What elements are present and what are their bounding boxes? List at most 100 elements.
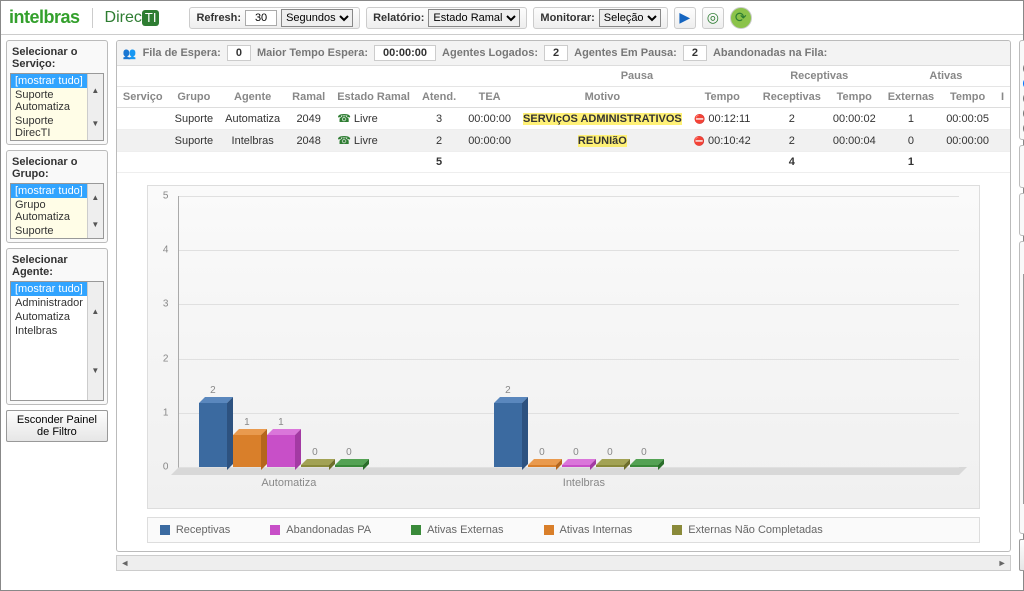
list-item[interactable]: Suporte Automatiza — [11, 88, 87, 114]
col-header[interactable]: Estado Ramal — [331, 87, 416, 108]
table-row[interactable]: SuporteIntelbras2048Livre200:00:00REUNIã… — [117, 130, 1010, 152]
table-row[interactable]: SuporteAutomatiza2049Livre300:00:00SERVI… — [117, 108, 1010, 130]
agente-list[interactable]: [mostrar tudo]AdministradorAutomatizaInt… — [11, 282, 87, 372]
list-item[interactable]: Grupo Automatiza — [11, 198, 87, 224]
chart-bar: 0 — [301, 465, 329, 467]
col-group: Pausa — [517, 66, 757, 87]
monitorar-group: Monitorar: Seleção — [533, 7, 667, 29]
monitorar-label: Monitorar: — [540, 12, 594, 24]
chart-bar: 0 — [528, 465, 556, 467]
relatorio-select[interactable]: Estado Ramal — [428, 9, 520, 27]
chart-zone: 01234521100Automatiza20000Intelbras Rece… — [117, 173, 1010, 551]
refresh-icon[interactable]: ⟳ — [730, 7, 752, 29]
stat-label: Fila de Espera: — [143, 47, 221, 59]
top-toolbar: intelbras DirecTI Refresh: Segundos Rela… — [1, 1, 1023, 35]
list-item[interactable]: [mostrar tudo] — [11, 184, 87, 198]
monitorar-select[interactable]: Seleção — [599, 9, 661, 27]
col-header[interactable]: Tempo — [940, 87, 995, 108]
list-item[interactable]: Intelbras — [11, 324, 87, 338]
agente-title: Selecionar Agente: — [10, 252, 104, 281]
list-item[interactable]: Suporte DirecTI — [11, 114, 87, 140]
chart-bar: 1 — [267, 435, 295, 467]
relatorio-label: Relatório: — [373, 12, 424, 24]
stat-label: Agentes Em Pausa: — [574, 47, 677, 59]
globe-icon[interactable]: ◎ — [702, 7, 724, 29]
chart-bar: 2 — [199, 403, 227, 467]
divider — [92, 8, 93, 28]
legend-item: Receptivas — [160, 524, 230, 536]
logo-directi: DirecTI — [105, 9, 160, 27]
legend-item: Abandonadas PA — [270, 524, 371, 536]
refresh-unit-select[interactable]: Segundos — [281, 9, 353, 27]
grupo-panel: Selecionar o Grupo: [mostrar tudo]Grupo … — [6, 150, 108, 243]
grupo-title: Selecionar o Grupo: — [10, 154, 104, 183]
col-header[interactable]: Agente — [219, 87, 286, 108]
col-header[interactable]: Grupo — [169, 87, 220, 108]
legend-item: Ativas Internas — [544, 524, 633, 536]
stat-value: 0 — [227, 45, 251, 61]
play-icon[interactable]: ▶ — [674, 7, 696, 29]
col-header[interactable]: Tempo — [827, 87, 882, 108]
stat-label: Abandonadas na Fila: — [713, 47, 827, 59]
legend-item: Externas Não Completadas — [672, 524, 823, 536]
list-item[interactable]: Suporte — [11, 224, 87, 238]
data-table-wrap: Pausa Receptivas Ativas ServiçoGrupoAgen… — [117, 66, 1010, 173]
stat-label: Maior Tempo Espera: — [257, 47, 368, 59]
scroll-spinner[interactable]: ▲▼ — [87, 282, 103, 400]
chart-bar: 0 — [335, 465, 363, 467]
x-category-label: Intelbras — [563, 477, 605, 489]
grupo-list[interactable]: [mostrar tudo]Grupo AutomatizaSuporte — [11, 184, 87, 238]
scroll-spinner[interactable]: ▲▼ — [87, 74, 103, 140]
monitor-panel: Colunas Monitoradas: PausaMotivoTempoRec… — [1019, 241, 1024, 534]
center-panel: 👥 Fila de Espera: 0 Maior Tempo Espera: … — [113, 35, 1014, 576]
legend-item: Ativas Externas — [411, 524, 503, 536]
list-item[interactable]: [mostrar tudo] — [11, 282, 87, 296]
list-item[interactable]: Administrador — [11, 296, 87, 310]
col-header[interactable]: Atend. — [416, 87, 462, 108]
h-scrollbar[interactable]: ◄► — [116, 555, 1011, 571]
servico-panel: Selecionar o Serviço: [mostrar tudo]Supo… — [6, 40, 108, 145]
col-header[interactable]: Externas — [882, 87, 940, 108]
x-category-label: Automatiza — [261, 477, 316, 489]
refresh-label: Refresh: — [196, 12, 241, 24]
chart-bar: 1 — [233, 435, 261, 467]
hide-filter-button[interactable]: Esconder Painel de Filtro — [6, 410, 108, 442]
altura-panel: Altura do Gráfico: pixels — [1019, 145, 1024, 188]
servico-list[interactable]: [mostrar tudo]Suporte AutomatizaSuporte … — [11, 74, 87, 140]
bar-chart: 01234521100Automatiza20000Intelbras — [147, 185, 980, 509]
col-header[interactable]: Ramal — [286, 87, 331, 108]
chart-bar: 2 — [494, 403, 522, 467]
refresh-input[interactable] — [245, 10, 277, 26]
col-header[interactable]: I — [995, 87, 1010, 108]
col-group: Ativas — [882, 66, 1010, 87]
chart-bar: 0 — [596, 465, 624, 467]
queue-icon: 👥 — [123, 47, 137, 60]
tipo-panel: Tipo de Gráfico: Colunas 2DColunas 3DBar… — [1019, 40, 1024, 140]
stats-bar: 👥 Fila de Espera: 0 Maior Tempo Espera: … — [117, 41, 1010, 66]
chart-legend: Receptivas Abandonadas PA Ativas Externas A… — [147, 517, 980, 543]
table-totals-row: 541 — [117, 152, 1010, 173]
col-header[interactable]: Tempo — [688, 87, 757, 108]
col-header[interactable]: Serviço — [117, 87, 169, 108]
col-header[interactable]: Receptivas — [757, 87, 827, 108]
refresh-group: Refresh: Segundos — [189, 7, 360, 29]
chart-bar: 0 — [630, 465, 658, 467]
list-item[interactable]: Automatiza — [11, 310, 87, 324]
servico-title: Selecionar o Serviço: — [10, 44, 104, 73]
filter-panel: Selecionar o Serviço: [mostrar tudo]Supo… — [1, 35, 113, 576]
stat-label: Agentes Logados: — [442, 47, 538, 59]
settings-panel: Tipo de Gráfico: Colunas 2DColunas 3DBar… — [1014, 35, 1024, 576]
hide-settings-button[interactable]: Esconder Painel de Filtro — [1019, 539, 1024, 571]
col-group: Receptivas — [757, 66, 882, 87]
chart-bar: 0 — [562, 465, 590, 467]
list-item[interactable]: [mostrar tudo] — [11, 74, 87, 88]
stat-value: 00:00:00 — [374, 45, 436, 61]
stat-value: 2 — [683, 45, 707, 61]
scroll-spinner[interactable]: ▲▼ — [87, 184, 103, 238]
relatorio-group: Relatório: Estado Ramal — [366, 7, 527, 29]
logo-intelbras: intelbras — [9, 7, 80, 28]
agente-panel: Selecionar Agente: [mostrar tudo]Adminis… — [6, 248, 108, 405]
col-header[interactable]: Motivo — [517, 87, 688, 108]
linhas-panel: Linhas Listagem: linhas — [1019, 193, 1024, 236]
col-header[interactable]: TEA — [462, 87, 517, 108]
